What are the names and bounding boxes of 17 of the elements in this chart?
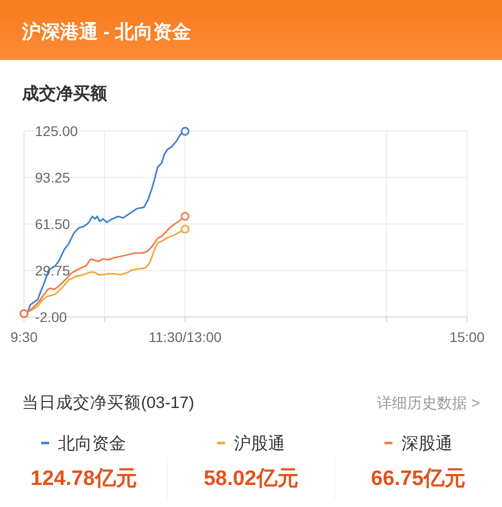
annotation: 66.75亿元: [371, 467, 466, 490]
title: 沪深港通 - 北向资金: [22, 22, 191, 43]
subtitle: 成交净买额: [22, 84, 107, 103]
y-tick-label: 125.00: [35, 123, 78, 139]
y-tick-label: 93.25: [35, 170, 70, 186]
annotation: 当日成交净买额(03-17): [22, 394, 194, 412]
x-tick-label: 15:00: [449, 329, 485, 345]
legend-label: 沪股通: [234, 434, 285, 453]
legend-label: 深股通: [401, 434, 452, 453]
x-tick-label: 11:30/13:00: [148, 329, 222, 345]
y-tick-label: -2.00: [35, 309, 67, 325]
annotation: 详细历史数据 >: [377, 395, 480, 412]
y-tick-label: 61.50: [35, 216, 70, 232]
annotation: 58.02亿元: [204, 467, 298, 490]
legend-label: 北向资金: [58, 434, 126, 453]
annotation: 124.78亿元: [30, 467, 137, 490]
x-tick-label: 9:30: [10, 329, 38, 345]
